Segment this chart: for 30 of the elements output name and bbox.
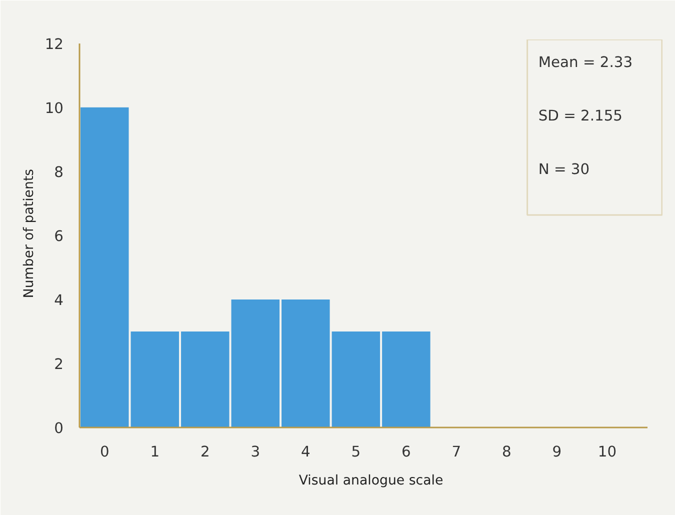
x-tick-label: 4 (301, 444, 310, 460)
y-tick-label: 12 (44, 36, 64, 53)
y-tick-label: 0 (54, 420, 64, 437)
y-axis-title: Number of patients (22, 168, 37, 298)
x-axis-title: Visual analogue scale (298, 474, 444, 488)
bar (282, 299, 330, 428)
x-tick-label: 10 (598, 444, 617, 460)
x-tick-label: 6 (402, 444, 411, 460)
y-tick-label: 6 (54, 228, 64, 245)
annotation: N = 30 (538, 160, 590, 178)
x-tick-label: 0 (100, 444, 110, 460)
y-tick-label: 10 (44, 100, 64, 117)
x-tick-label: 1 (150, 444, 160, 460)
annotation: Mean = 2.33 (538, 54, 633, 72)
y-tick-label: 4 (54, 292, 64, 309)
annotation: SD = 2.155 (538, 107, 623, 124)
bar (130, 331, 180, 428)
x-tick-label: 2 (200, 444, 210, 460)
bar (181, 331, 230, 428)
bar (80, 107, 129, 428)
x-tick-label: 3 (250, 444, 260, 460)
bar (231, 299, 280, 428)
bar (382, 331, 430, 428)
x-tick-label: 7 (452, 444, 462, 460)
bar (332, 331, 380, 428)
y-tick-label: 8 (54, 164, 64, 181)
x-tick-label: 9 (552, 444, 562, 460)
x-tick-label: 8 (502, 444, 512, 460)
y-tick-label: 2 (54, 356, 64, 373)
x-tick-label: 5 (351, 444, 361, 460)
